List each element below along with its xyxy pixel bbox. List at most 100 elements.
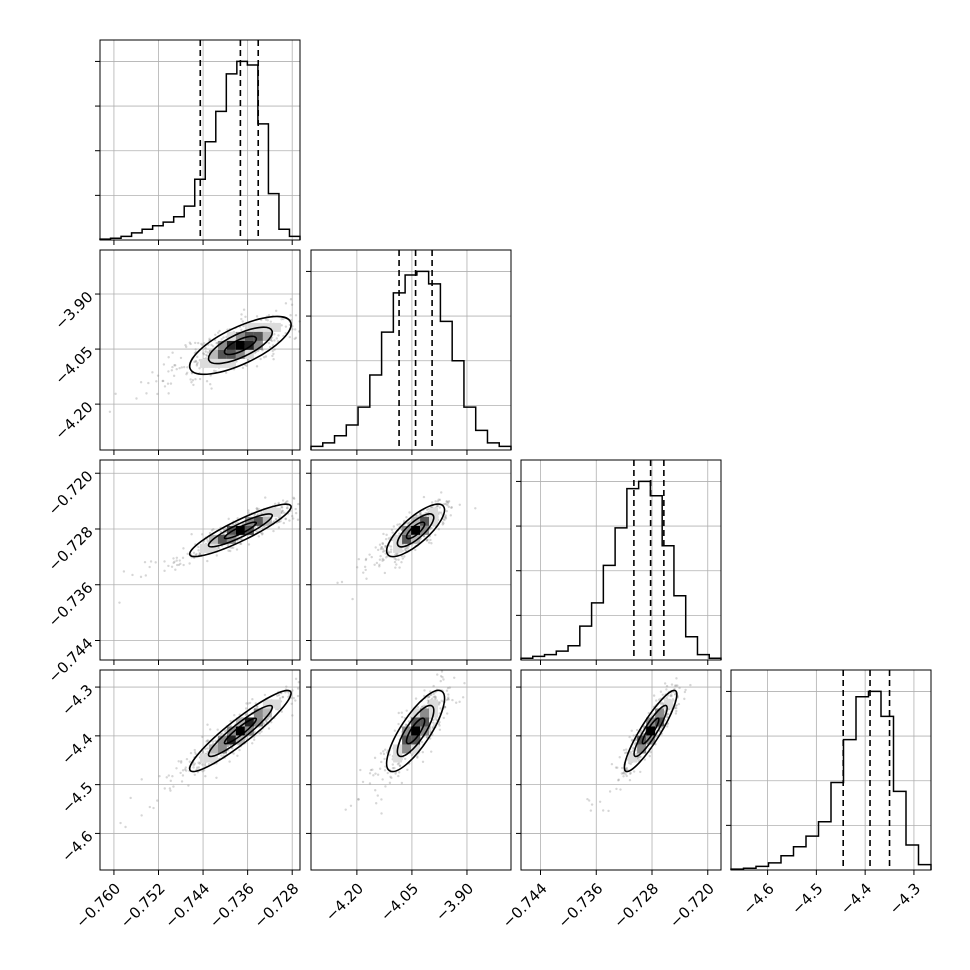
sample-point <box>430 501 434 504</box>
sample-point <box>683 697 686 701</box>
sample-point <box>226 544 229 547</box>
sample-point <box>389 775 392 779</box>
sample-point <box>201 343 204 347</box>
sample-point <box>443 502 446 506</box>
sample-point <box>372 774 375 777</box>
sample-point <box>291 689 294 692</box>
sample-point <box>446 502 450 505</box>
y-tick-label: −3.90 <box>51 288 96 333</box>
sample-point <box>659 690 663 693</box>
sample-point <box>212 369 216 372</box>
sample-point <box>450 506 453 509</box>
sample-point <box>154 561 157 564</box>
sample-point <box>282 521 286 525</box>
sample-point <box>397 774 400 778</box>
sample-point <box>197 549 200 552</box>
y-tick-label: −4.05 <box>51 343 96 388</box>
density-cell <box>217 534 227 544</box>
hist-panel-2 <box>516 459 722 665</box>
sample-point <box>624 772 627 776</box>
sample-point <box>409 520 412 524</box>
sample-point <box>171 774 174 778</box>
sample-point <box>281 499 285 502</box>
sample-point <box>601 809 605 812</box>
sample-point <box>474 507 477 510</box>
sample-point <box>376 773 380 776</box>
sample-point <box>166 382 170 385</box>
sample-point <box>294 328 297 331</box>
sample-point <box>398 532 401 535</box>
sample-point <box>206 559 209 563</box>
y-tick-label: −4.6 <box>58 827 96 865</box>
sample-point <box>216 728 219 731</box>
sample-point <box>607 809 610 813</box>
sample-point <box>177 563 181 567</box>
sample-point <box>294 511 298 515</box>
sample-point <box>440 491 443 494</box>
sample-point <box>429 538 432 542</box>
sample-point <box>426 538 429 542</box>
sample-point <box>263 525 266 529</box>
density-cell <box>393 543 403 553</box>
sample-point <box>289 314 292 317</box>
sample-point <box>292 517 295 520</box>
sample-point <box>196 355 199 359</box>
sample-point <box>241 320 244 323</box>
sample-point <box>689 683 692 687</box>
sample-point <box>425 539 429 542</box>
sample-point <box>368 553 371 556</box>
sample-point <box>257 507 260 511</box>
histogram-2 <box>520 480 722 660</box>
sample-point <box>445 689 449 692</box>
sample-point <box>169 382 173 385</box>
sample-point <box>244 315 247 318</box>
x-tick-label: −0.760 <box>72 880 124 932</box>
sample-point <box>273 332 276 336</box>
scatter-panel-bg <box>521 670 721 870</box>
y-tick-label: −4.3 <box>58 681 96 719</box>
sample-point <box>663 682 667 685</box>
sample-point <box>432 684 435 688</box>
sample-point <box>202 342 206 345</box>
sample-point <box>440 670 444 673</box>
density-cell <box>253 331 263 341</box>
sample-point <box>439 675 443 678</box>
y-tick-label: −0.744 <box>45 634 97 686</box>
sample-point <box>188 562 191 565</box>
sample-point <box>240 328 243 332</box>
sample-point <box>618 756 621 759</box>
sample-point <box>194 360 197 363</box>
sample-point <box>118 601 121 604</box>
sample-point <box>198 553 202 556</box>
sample-point <box>246 702 250 705</box>
sample-point <box>414 548 417 552</box>
density-cell <box>244 516 254 526</box>
sample-point <box>394 558 398 561</box>
sample-point <box>394 553 397 556</box>
sample-point <box>291 328 294 331</box>
sample-point <box>119 821 122 825</box>
sample-point <box>292 497 296 500</box>
sample-point <box>114 392 117 396</box>
hist-panel-frame <box>520 459 722 661</box>
sample-point <box>649 750 652 754</box>
sample-point <box>279 520 282 523</box>
sample-point <box>236 517 239 520</box>
sample-point <box>163 385 167 388</box>
sample-point <box>378 565 381 568</box>
sample-point <box>616 766 619 769</box>
sample-point <box>403 519 406 523</box>
sample-point <box>244 707 248 710</box>
sample-point <box>422 534 426 538</box>
sample-point <box>152 806 155 810</box>
scatter-panel-bg <box>311 460 511 660</box>
density-cell <box>411 525 421 535</box>
sample-point <box>393 557 396 560</box>
x-tick-label: −4.3 <box>886 880 924 918</box>
hist-panel-frame <box>310 249 512 451</box>
sample-point <box>171 365 174 369</box>
sample-point <box>271 344 275 347</box>
sample-point <box>357 797 360 801</box>
sample-point <box>274 309 278 313</box>
x-tick-label: −0.720 <box>666 880 718 932</box>
